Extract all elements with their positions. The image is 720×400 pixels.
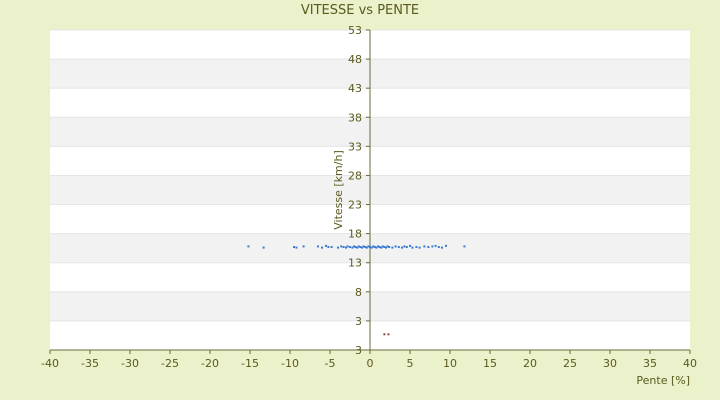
- data-point: [441, 246, 443, 249]
- data-point: [445, 244, 447, 247]
- data-point: [357, 245, 360, 248]
- x-tick-label: 0: [367, 357, 374, 370]
- x-tick-label: -10: [281, 357, 299, 370]
- data-point: [367, 245, 370, 248]
- data-point: [262, 246, 265, 249]
- x-axis-ticks: -40 -35 -30 -25 -20 -15 -10 -5 0 5 10 15 20 25 30 35 40: [41, 350, 697, 370]
- y-tick-label: 8: [355, 286, 362, 299]
- x-tick-label: -35: [81, 357, 99, 370]
- data-point: [375, 246, 378, 249]
- x-tick-label: 40: [683, 357, 697, 370]
- data-point: [388, 246, 391, 249]
- data-point: [386, 245, 389, 248]
- x-tick-label: 25: [563, 357, 577, 370]
- y-tick-label: 33: [348, 140, 362, 153]
- data-point: [354, 246, 357, 249]
- x-tick-label: -20: [201, 357, 219, 370]
- data-point: [405, 246, 408, 249]
- data-point: [372, 245, 375, 248]
- data-point-low: [387, 333, 390, 336]
- data-point: [302, 245, 305, 248]
- y-tick-label: 53: [348, 24, 362, 37]
- data-point: [411, 246, 414, 249]
- y-tick-label: 43: [348, 82, 362, 95]
- data-point: [401, 246, 403, 249]
- y-tick-label: 13: [348, 257, 362, 270]
- data-point: [325, 244, 327, 247]
- data-points: [247, 244, 466, 336]
- data-point: [364, 246, 367, 249]
- data-point: [295, 246, 298, 249]
- y-tick-label: 28: [348, 169, 362, 182]
- data-point: [373, 246, 376, 249]
- data-point: [378, 246, 381, 249]
- data-point: [356, 246, 359, 249]
- data-point: [369, 246, 371, 249]
- data-point: [383, 246, 386, 249]
- data-point: [293, 246, 295, 249]
- y-axis-label: Vitesse [km/h]: [332, 150, 345, 230]
- data-point: [317, 245, 319, 248]
- y-tick-label: 3: [355, 315, 362, 328]
- x-tick-label: 5: [407, 357, 414, 370]
- data-point: [431, 245, 434, 248]
- data-point: [353, 245, 355, 248]
- data-point: [409, 244, 411, 247]
- data-point: [434, 244, 437, 247]
- data-point: [381, 245, 384, 248]
- data-point: [427, 246, 430, 249]
- data-point: [391, 246, 394, 249]
- y-tick-label: 3: [355, 344, 362, 357]
- data-point: [321, 246, 323, 249]
- x-tick-label: -25: [161, 357, 179, 370]
- y-tick-label: 48: [348, 53, 362, 66]
- data-point: [415, 246, 418, 249]
- data-point: [394, 245, 397, 248]
- x-tick-label: 35: [643, 357, 657, 370]
- data-point: [349, 246, 351, 249]
- x-tick-label: -40: [41, 357, 59, 370]
- chart-title: VITESSE vs PENTE: [301, 3, 419, 18]
- data-point: [330, 246, 333, 249]
- x-tick-label: 15: [483, 357, 497, 370]
- data-point: [385, 246, 387, 249]
- data-point: [342, 246, 345, 249]
- data-point: [362, 245, 365, 248]
- data-point-low: [383, 333, 386, 336]
- data-point: [437, 246, 440, 249]
- y-tick-label: 38: [348, 111, 362, 124]
- data-point: [370, 246, 373, 249]
- data-point: [351, 246, 354, 249]
- y-tick-label: 18: [348, 228, 362, 241]
- data-point: [340, 245, 343, 248]
- x-axis-label: Pente [%]: [636, 374, 690, 387]
- data-point: [463, 245, 466, 248]
- data-point: [397, 246, 400, 249]
- x-tick-label: -15: [241, 357, 259, 370]
- x-tick-label: -5: [325, 357, 336, 370]
- data-point: [327, 246, 330, 249]
- data-point: [345, 246, 347, 249]
- x-tick-label: 10: [443, 357, 457, 370]
- data-point: [423, 245, 426, 248]
- data-point: [247, 245, 250, 248]
- x-tick-label: -30: [121, 357, 139, 370]
- y-tick-label: 23: [348, 199, 362, 212]
- data-point: [359, 246, 362, 249]
- data-point: [361, 246, 363, 249]
- data-point: [346, 245, 349, 248]
- data-point: [377, 245, 379, 248]
- data-point: [418, 246, 421, 249]
- data-point: [365, 246, 368, 249]
- data-point: [403, 245, 406, 248]
- x-tick-label: 30: [603, 357, 617, 370]
- data-point: [380, 246, 383, 249]
- data-point: [337, 246, 339, 249]
- x-tick-label: 20: [523, 357, 537, 370]
